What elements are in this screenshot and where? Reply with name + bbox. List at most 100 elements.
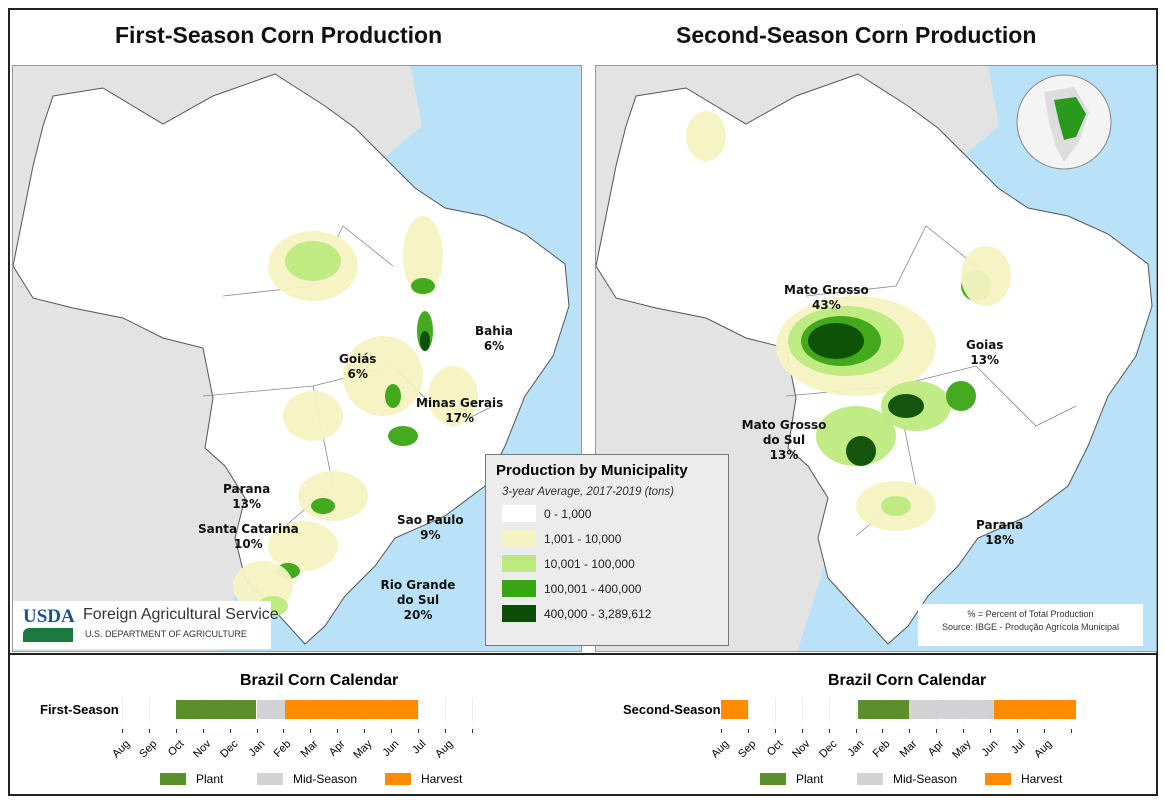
axis-tick [471,729,473,733]
month-label: Dec [217,738,241,761]
legend-swatch [502,605,536,622]
legend-item: 10,001 - 100,000 [502,555,728,572]
calendar-legend-item: Plant [160,772,223,786]
axis-tick [283,729,285,733]
production-area [881,496,911,516]
axis-tick [936,729,938,733]
source-note: % = Percent of Total Production Source: I… [918,604,1143,646]
production-area [298,471,368,521]
axis-tick [444,729,446,733]
legend-swatch [502,555,536,572]
calendar-row-label: Second-Season [623,702,721,717]
second-season-calendar: Brazil Corn Calendar Second-Season Aug Se… [590,660,1150,790]
gridline [774,698,776,722]
month-label: Oct [764,738,786,759]
production-legend: Production by Municipality 3-year Averag… [485,454,729,646]
axis-tick [882,729,884,733]
calendar-segment-plant [858,700,910,719]
month-label: Mar [298,738,321,760]
legend-label: Mid-Season [893,772,958,786]
legend-item: 100,001 - 400,000 [502,580,728,597]
month-label: Mar [897,738,920,760]
production-area [888,394,924,418]
month-label: Feb [870,738,893,760]
gridline [471,698,473,722]
calendar-segment-harvest [284,700,418,719]
legend-swatch [985,773,1011,785]
production-area [411,278,435,294]
calendar-title: Brazil Corn Calendar [240,672,399,689]
axis-tick [1043,729,1045,733]
legend-item: 1,001 - 10,000 [502,530,728,547]
region-label-parana: Parana 13% [223,482,271,511]
region-label-santa-catarina: Santa Catarina 10% [198,522,299,551]
legend-label: Mid-Season [293,772,358,786]
region-label-goias: Goias 13% [966,338,1004,367]
calendar-segment-harvest [721,700,748,719]
legend-label: 1,001 - 10,000 [544,531,622,546]
calendar-legend-item: Harvest [985,772,1062,786]
axis-tick [229,729,231,733]
calendar-legend-item: Harvest [385,772,462,786]
region-label-sao-paulo: Sao Paulo 9% [397,513,464,542]
calendar-legend-item: Mid-Season [857,772,957,786]
legend-swatch [502,505,536,522]
region-label-bahia: Bahia 6% [475,324,513,353]
production-area [420,331,430,351]
axis-tick [855,729,857,733]
legend-label: 10,001 - 100,000 [544,556,635,571]
agency-name: Foreign Agricultural Service [83,606,279,623]
first-season-calendar: Brazil Corn Calendar First-Season Aug Sep… [10,660,570,790]
region-label-mato-grosso-do-sul: Mato Grosso do Sul 13% [741,418,827,462]
legend-item: 400,000 - 3,289,612 [502,605,728,622]
axis-tick [1016,729,1018,733]
legend-swatch [502,530,536,547]
axis-tick [774,729,776,733]
legend-swatch [760,773,786,785]
axis-tick [1070,729,1072,733]
gridline [417,698,419,722]
gridline [828,698,830,722]
axis-tick [148,729,150,733]
month-label: Sep [137,738,160,761]
month-label: Apr [327,738,348,759]
production-area [268,521,338,571]
legend-label: Plant [796,772,824,786]
axis-tick [417,729,419,733]
gridline [444,698,446,722]
legend-label: 0 - 1,000 [544,506,592,521]
region-label-goias: Goiás 6% [339,352,377,381]
month-label: May [351,738,375,762]
axis-tick [963,729,965,733]
gridline [122,698,123,722]
calendar-segment-harvest [994,700,1077,719]
globe-locator-icon [1016,74,1112,170]
legend-swatch [385,773,411,785]
production-area [311,498,335,514]
calendar-title: Brazil Corn Calendar [828,672,987,689]
legend-label: Harvest [1021,772,1063,786]
region-label-parana: Parana 18% [976,518,1024,547]
production-area [961,246,1011,306]
month-label: Nov [789,738,813,761]
calendar-row-label: First-Season [40,702,119,717]
calendar-segment-mid-season [909,700,995,719]
axis-tick [747,729,749,733]
axis-tick [337,729,339,733]
month-label: Dec [816,738,840,761]
region-label-minas-gerais: Minas Gerais 17% [416,396,504,425]
legend-label: Harvest [421,772,463,786]
month-label: Nov [190,738,214,761]
legend-label: Plant [196,772,224,786]
production-area [343,336,423,416]
month-label: Apr [926,738,947,759]
calendar-segment-plant [175,700,257,719]
month-label: Jul [1008,738,1028,757]
calendar-segment-mid-season [256,700,285,719]
legend-swatch [257,773,283,785]
legend-swatch [857,773,883,785]
production-area [808,323,864,359]
usda-logo-icon [23,628,73,642]
month-label: Jun [979,738,1001,760]
production-area [686,111,726,161]
